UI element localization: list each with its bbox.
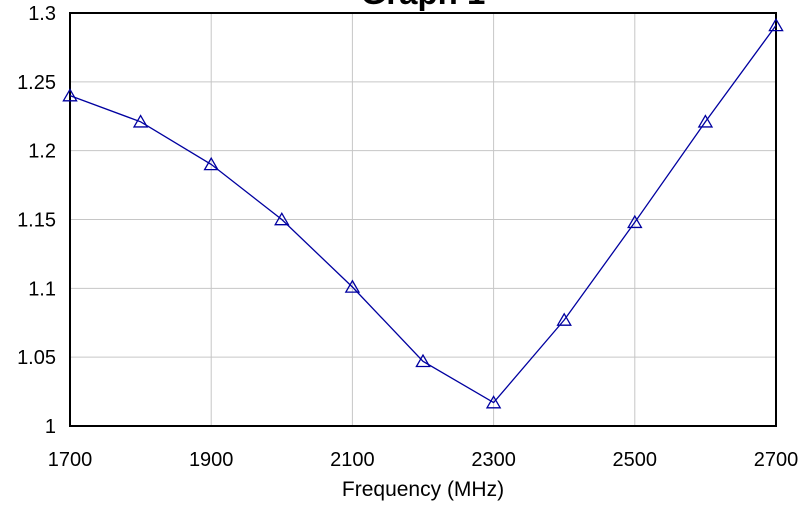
y-axis-tick-labels: 1 1.05 1.1 1.15 1.2 1.25 1.3: [17, 3, 56, 438]
x-tick-label: 2500: [613, 449, 658, 471]
y-tick-label: 1.25: [17, 72, 56, 94]
x-axis-label: Frequency (MHz): [342, 478, 504, 501]
x-tick-label: 1700: [48, 449, 93, 471]
y-tick-label: 1.1: [28, 278, 56, 300]
data-point-marker: [62, 88, 78, 102]
data-point-marker: [627, 214, 643, 229]
y-tick-label: 1: [45, 416, 56, 438]
data-point-marker: [415, 353, 431, 368]
gridlines: [70, 13, 776, 426]
data-point-marker: [203, 156, 219, 171]
x-axis-tick-labels: 1700 1900 2100 2300 2500 2700: [48, 449, 799, 471]
x-tick-label: 2100: [330, 449, 375, 471]
data-point-marker: [274, 212, 290, 226]
y-tick-label: 1.3: [28, 3, 56, 25]
x-tick-label: 2700: [754, 449, 799, 471]
series-line: [69, 25, 777, 404]
x-tick-label: 2300: [471, 449, 516, 471]
data-point-marker: [132, 114, 149, 128]
data-point-marker: [344, 279, 361, 293]
plot-border: [69, 12, 777, 427]
y-tick-label: 1.05: [17, 347, 56, 369]
data-point-markers: [62, 17, 784, 409]
chart-title: Graph 1: [361, 0, 486, 11]
data-point-marker: [485, 395, 502, 409]
data-point-marker: [768, 17, 784, 32]
x-tick-label: 1900: [189, 449, 234, 471]
y-tick-label: 1.15: [17, 210, 56, 232]
data-point-marker: [556, 312, 572, 326]
y-tick-label: 1.2: [28, 141, 56, 163]
data-point-marker: [697, 114, 714, 128]
